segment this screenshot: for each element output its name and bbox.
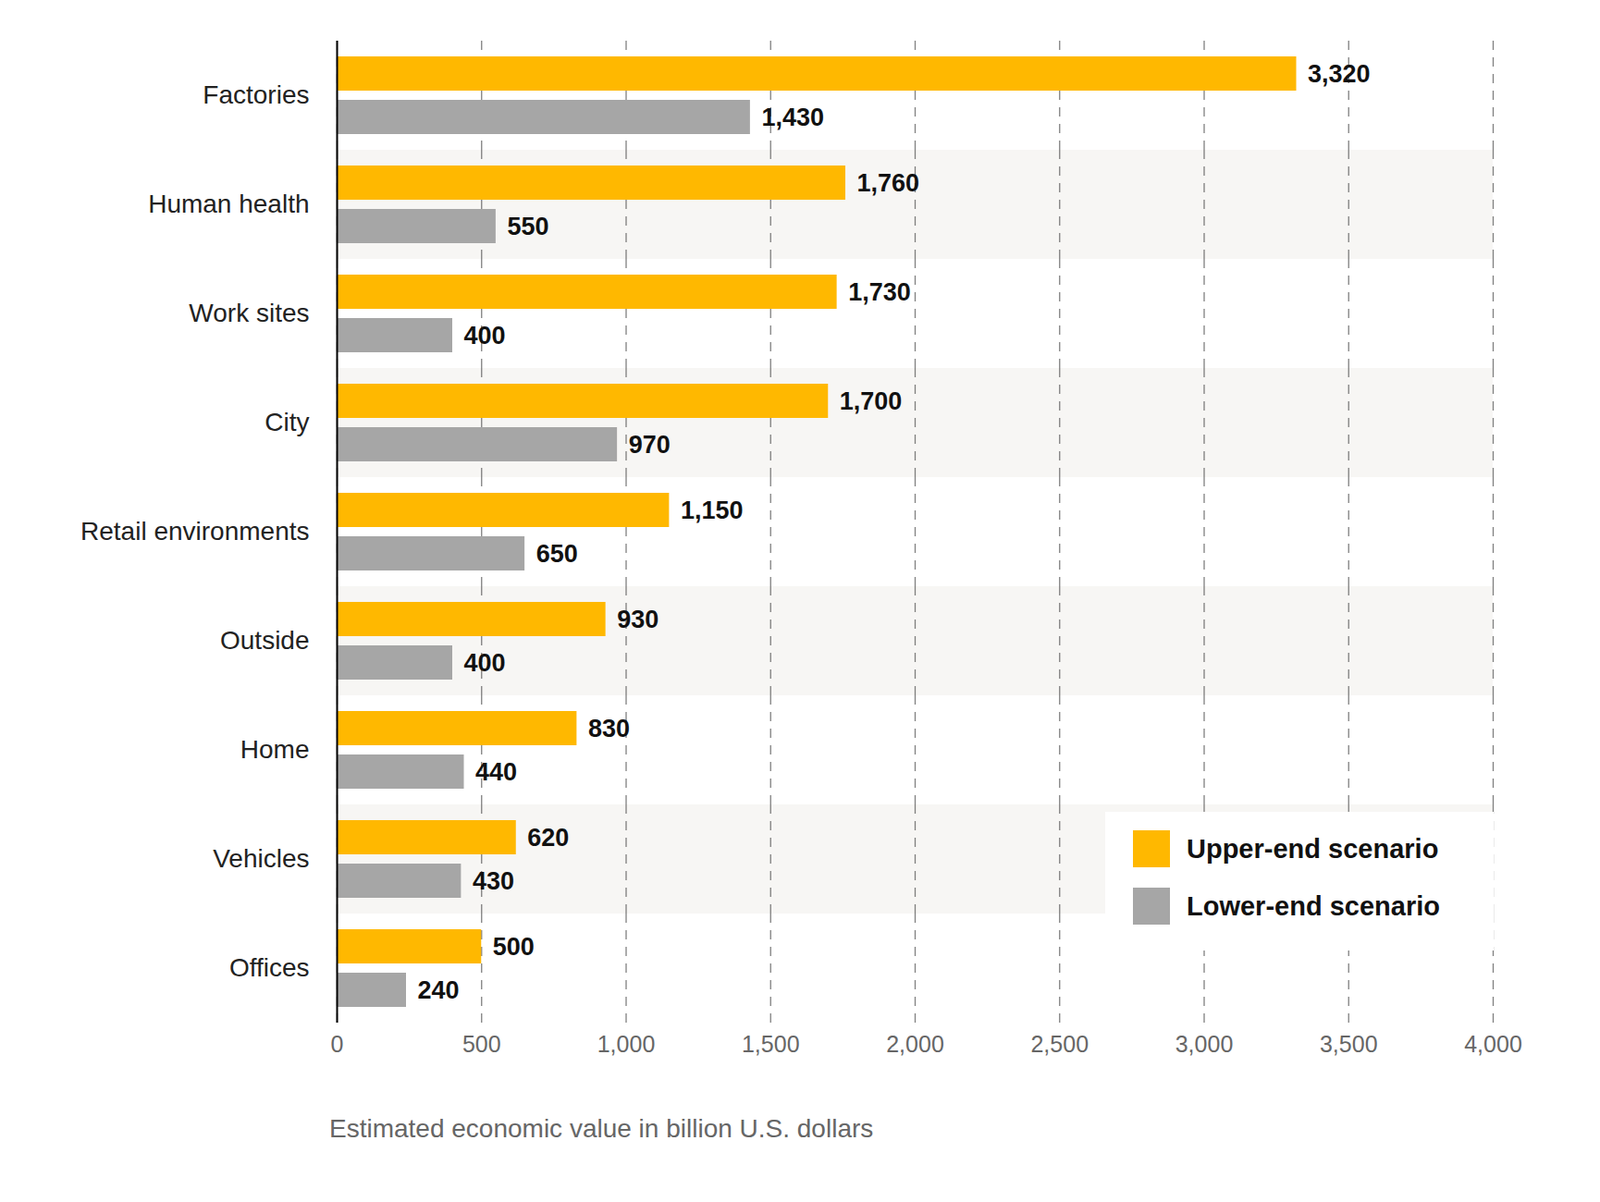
svg-text:400: 400 [464,649,506,677]
svg-text:500: 500 [462,1031,502,1058]
svg-text:City: City [264,407,309,437]
svg-text:Retail environments: Retail environments [80,516,309,546]
svg-text:1,700: 1,700 [839,387,903,416]
svg-text:400: 400 [464,321,506,350]
svg-text:1,500: 1,500 [741,1031,800,1058]
svg-text:500: 500 [492,933,535,961]
svg-text:3,320: 3,320 [1307,60,1371,88]
svg-text:1,150: 1,150 [680,496,744,525]
svg-text:620: 620 [527,824,569,852]
svg-text:Offices: Offices [229,953,310,983]
svg-text:2,500: 2,500 [1030,1031,1089,1058]
svg-text:Human health: Human health [147,189,309,219]
svg-text:2,000: 2,000 [886,1031,945,1058]
svg-text:Work sites: Work sites [188,298,309,328]
svg-text:440: 440 [475,758,517,787]
svg-text:Home: Home [240,735,310,764]
svg-text:1,430: 1,430 [761,103,825,132]
svg-text:Outside: Outside [220,626,310,655]
svg-text:830: 830 [588,714,630,743]
svg-text:3,500: 3,500 [1319,1031,1379,1058]
svg-text:4,000: 4,000 [1464,1031,1523,1058]
svg-text:1,730: 1,730 [848,278,911,307]
html-text:Upper-end scenario: Upper-end scenario [1186,833,1439,864]
svg-text:3,000: 3,000 [1175,1031,1234,1058]
svg-text:Factories: Factories [202,80,309,110]
svg-text:Vehicles: Vehicles [212,844,309,874]
svg-text:0: 0 [331,1031,345,1058]
svg-text:550: 550 [506,212,549,241]
html-text:Estimated economic value in bi: Estimated economic value in billion U.S.… [329,1114,874,1144]
svg-text:970: 970 [628,430,671,459]
html-text:Lower-end scenario: Lower-end scenario [1186,891,1440,921]
svg-text:240: 240 [418,976,460,1005]
svg-text:930: 930 [616,605,659,634]
svg-text:430: 430 [472,867,515,896]
svg-text:650: 650 [536,540,579,568]
svg-text:1,760: 1,760 [857,169,921,197]
svg-text:1,000: 1,000 [597,1031,656,1058]
